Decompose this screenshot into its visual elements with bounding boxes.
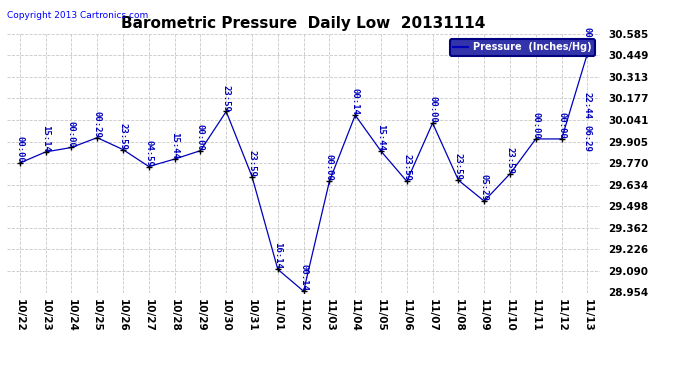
Text: 00:00: 00:00 bbox=[196, 124, 205, 151]
Text: 16:14: 16:14 bbox=[273, 243, 282, 269]
Text: 05:29: 05:29 bbox=[480, 174, 489, 201]
Text: 00:00: 00:00 bbox=[15, 136, 24, 163]
Text: 04:59: 04:59 bbox=[144, 140, 153, 166]
Text: 00:00: 00:00 bbox=[325, 154, 334, 181]
Text: 15:44: 15:44 bbox=[377, 124, 386, 151]
Text: 23:59: 23:59 bbox=[221, 85, 230, 111]
Text: 22:44: 22:44 bbox=[583, 92, 592, 118]
Text: 23:59: 23:59 bbox=[402, 154, 411, 181]
Text: 00:00: 00:00 bbox=[67, 121, 76, 147]
Text: 23:59: 23:59 bbox=[119, 123, 128, 150]
Text: 15:44: 15:44 bbox=[170, 132, 179, 159]
Text: 23:59: 23:59 bbox=[454, 153, 463, 180]
Text: 23:59: 23:59 bbox=[248, 150, 257, 177]
Text: 23:59: 23:59 bbox=[506, 147, 515, 174]
Text: 00:29: 00:29 bbox=[92, 111, 101, 138]
Text: 06:29: 06:29 bbox=[583, 125, 592, 152]
Text: 00:00: 00:00 bbox=[583, 27, 592, 54]
Legend: Pressure  (Inches/Hg): Pressure (Inches/Hg) bbox=[450, 39, 595, 56]
Text: 00:00: 00:00 bbox=[428, 96, 437, 123]
Text: 00:14: 00:14 bbox=[299, 264, 308, 291]
Text: 00:00: 00:00 bbox=[531, 112, 540, 139]
Text: 00:14: 00:14 bbox=[351, 88, 359, 115]
Text: 15:14: 15:14 bbox=[41, 125, 50, 152]
Text: 00:00: 00:00 bbox=[557, 112, 566, 139]
Title: Barometric Pressure  Daily Low  20131114: Barometric Pressure Daily Low 20131114 bbox=[121, 16, 486, 31]
Text: Copyright 2013 Cartronics.com: Copyright 2013 Cartronics.com bbox=[7, 11, 148, 20]
